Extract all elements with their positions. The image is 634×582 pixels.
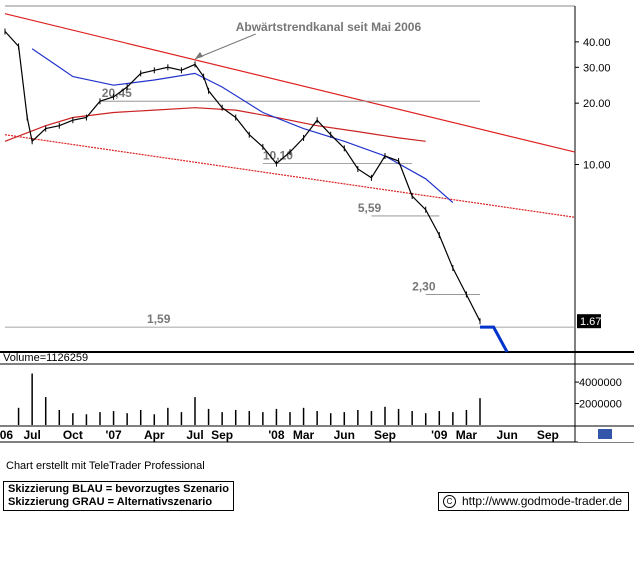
volume-label: Volume=1126259 xyxy=(3,352,88,364)
volume-panel: Volume=1126259 4000000 2000000 xyxy=(0,352,634,425)
price-panel: 40.00 30.00 20.00 10.00 20,45 10,10 5,59 2,30 1,… xyxy=(0,5,634,442)
x-tick-label: Mar xyxy=(293,428,315,442)
support-label: 20,45 xyxy=(102,86,132,100)
x-tick-label: Apr xyxy=(144,428,165,442)
scenario-blue-line xyxy=(480,325,509,353)
last-price-label: 1.67 xyxy=(580,316,601,328)
volume-tick-label: 4000000 xyxy=(579,377,622,389)
source-url: http://www.godmode-trader.de xyxy=(462,494,623,508)
copyright-icon: C xyxy=(443,495,456,508)
channel-lower-line xyxy=(4,134,576,218)
x-tick-label: Jun xyxy=(334,428,355,442)
price-tick-label: 10.00 xyxy=(583,159,611,171)
x-tick-label: '09 xyxy=(431,428,448,442)
legend-gray-text: Skizzierung GRAU = Alternativszenario xyxy=(8,496,213,508)
price-tick-label: 20.00 xyxy=(583,98,611,110)
support-label: 10,10 xyxy=(263,149,293,163)
x-tick-label: '06 xyxy=(0,428,13,442)
volume-tick-label: 2000000 xyxy=(579,399,622,411)
x-tick-label: Jul xyxy=(186,428,203,442)
zoom-button-icon[interactable] xyxy=(598,429,612,439)
x-tick-label: '08 xyxy=(268,428,285,442)
ma-long-line xyxy=(4,107,426,142)
x-tick-label: Jun xyxy=(496,428,517,442)
x-tick-label: '07 xyxy=(105,428,122,442)
legend-blue-text: Skizzierung BLAU = bevorzugtes Szenario xyxy=(8,483,229,495)
x-tick-label: Jul xyxy=(23,428,40,442)
x-tick-label: Sep xyxy=(211,428,233,442)
created-with-caption: Chart erstellt mit TeleTrader Profession… xyxy=(6,460,205,472)
price-line xyxy=(4,30,481,322)
support-label: 5,59 xyxy=(358,201,382,215)
x-tick-label: Oct xyxy=(63,428,83,442)
price-tick-label: 40.00 xyxy=(583,37,611,49)
annotation-arrow xyxy=(194,33,256,60)
channel-upper-line xyxy=(4,13,576,153)
scenario-legend: Skizzierung BLAU = bevorzugtes Szenario … xyxy=(3,481,234,511)
x-tick-label: Mar xyxy=(456,428,478,442)
x-tick-label: Sep xyxy=(537,428,559,442)
trend-annotation: Abwärtstrendkanal seit Mai 2006 xyxy=(236,20,422,34)
price-tick-label: 30.00 xyxy=(583,62,611,74)
support-label: 2,30 xyxy=(412,279,436,293)
support-label: 1,59 xyxy=(147,312,171,326)
x-tick-label: Sep xyxy=(374,428,396,442)
last-price-tag xyxy=(577,314,601,329)
annotation-arrowhead xyxy=(195,51,203,59)
